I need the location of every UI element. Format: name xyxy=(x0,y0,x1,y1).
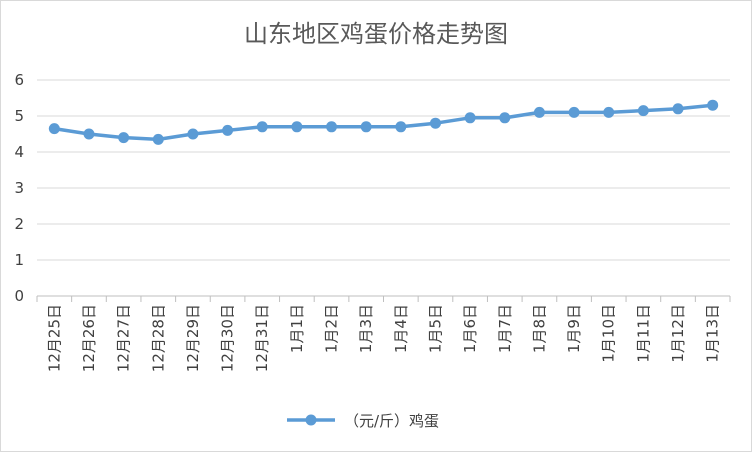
x-axis xyxy=(36,295,731,302)
data-point xyxy=(603,106,615,118)
x-tick-label: 1月10日 xyxy=(600,304,618,363)
data-point xyxy=(222,124,234,136)
data-point xyxy=(83,128,95,140)
data-point xyxy=(464,112,476,124)
x-tick-label: 12月29日 xyxy=(184,304,202,372)
data-point xyxy=(672,103,684,115)
data-point xyxy=(118,132,130,144)
data-point xyxy=(48,123,60,135)
y-tick-label: 2 xyxy=(14,215,24,233)
x-tick-label: 1月13日 xyxy=(704,304,722,363)
y-tick-label: 3 xyxy=(14,179,24,197)
data-point xyxy=(395,121,407,133)
x-tick-label: 12月25日 xyxy=(45,304,63,372)
x-tick-label: 1月5日 xyxy=(426,304,444,353)
x-tick-label: 12月30日 xyxy=(219,304,237,372)
data-point xyxy=(637,105,649,117)
legend-marker xyxy=(305,414,317,426)
y-tick-label: 0 xyxy=(14,287,24,305)
x-axis-ticks: 12月25日 12月26日 12月27日 12月28日 12月29日 12月30日 12月3… xyxy=(45,304,721,372)
series-lines xyxy=(52,103,715,142)
y-tick-label: 4 xyxy=(14,143,24,161)
series-points xyxy=(48,99,719,145)
x-tick-label: 1月7日 xyxy=(496,304,514,353)
data-point xyxy=(533,106,545,118)
data-point xyxy=(707,99,719,111)
data-point xyxy=(256,121,268,133)
x-tick-label: 1月11日 xyxy=(634,304,652,363)
legend: （元/斤）鸡蛋 xyxy=(287,412,439,430)
y-tick-label: 5 xyxy=(14,107,24,125)
y-tick-label: 1 xyxy=(14,251,24,269)
data-point xyxy=(499,112,511,124)
data-point xyxy=(187,128,199,140)
data-point xyxy=(326,121,338,133)
y-axis-ticks: 0 1 2 3 4 5 6 xyxy=(14,71,24,305)
gridlines xyxy=(37,79,730,261)
x-tick-label: 12月26日 xyxy=(80,304,98,372)
data-point xyxy=(291,121,303,133)
data-point xyxy=(429,117,441,129)
x-tick-label: 12月28日 xyxy=(149,304,167,372)
data-point xyxy=(360,121,372,133)
x-tick-label: 1月8日 xyxy=(530,304,548,353)
x-tick-label: 1月1日 xyxy=(288,304,306,353)
y-tick-label: 6 xyxy=(14,71,24,89)
x-tick-label: 1月3日 xyxy=(357,304,375,353)
x-tick-label: 1月12日 xyxy=(669,304,687,363)
data-point xyxy=(152,133,164,145)
x-tick-label: 12月27日 xyxy=(115,304,133,372)
x-tick-label: 1月9日 xyxy=(565,304,583,353)
legend-label: （元/斤）鸡蛋 xyxy=(344,412,439,430)
x-tick-label: 1月4日 xyxy=(392,304,410,353)
series-line xyxy=(52,103,715,142)
chart-title: 山东地区鸡蛋价格走势图 xyxy=(244,20,508,48)
data-point xyxy=(568,106,580,118)
x-tick-label: 12月31日 xyxy=(253,304,271,372)
x-tick-label: 1月2日 xyxy=(323,304,341,353)
x-tick-label: 1月6日 xyxy=(461,304,479,353)
